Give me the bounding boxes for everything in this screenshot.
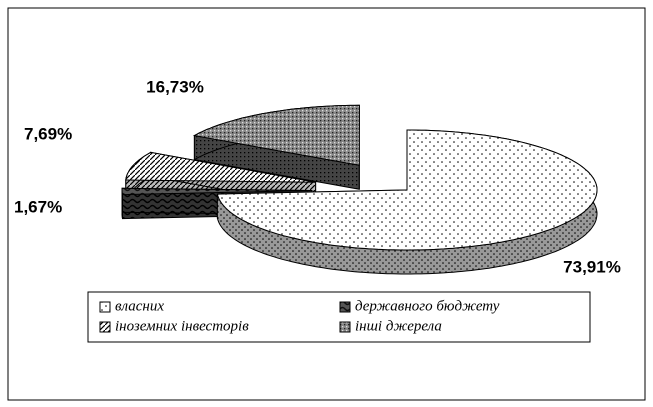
- legend-swatch: [99, 301, 111, 313]
- slice: [192, 104, 360, 190]
- legend-swatch: [339, 301, 351, 313]
- slice-top: [125, 151, 316, 183]
- legend-label: інші джерела: [355, 318, 442, 334]
- legend-label: державного бюджету: [355, 298, 500, 314]
- data-label: 73,91%: [563, 257, 621, 276]
- slice: [216, 129, 598, 275]
- slice-top: [121, 187, 313, 196]
- data-label: 1,67%: [14, 197, 62, 216]
- slice-top: [216, 129, 598, 251]
- legend-box: [87, 291, 591, 343]
- frame: [7, 7, 646, 401]
- data-label: 16,73%: [146, 77, 204, 96]
- data-label: 7,69%: [24, 124, 72, 143]
- slice-top: [192, 104, 360, 166]
- legend-label: власних: [115, 298, 164, 314]
- legend-swatch: [99, 321, 111, 333]
- legend-label: іноземних інвесторів: [115, 318, 249, 334]
- legend-swatch: [339, 321, 351, 333]
